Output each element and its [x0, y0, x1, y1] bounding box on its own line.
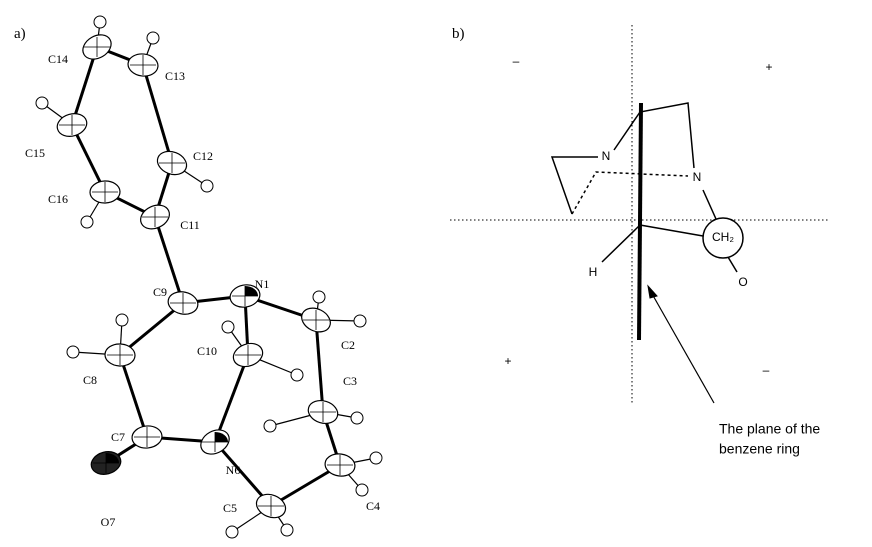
atom-label: C13 — [165, 69, 185, 83]
hydrogen — [226, 526, 238, 538]
hydrogen — [351, 412, 363, 424]
atom-label: CH₂ — [712, 230, 734, 244]
quadrant-sign: – — [513, 54, 520, 68]
hydrogen — [147, 32, 159, 44]
hydrogen — [81, 216, 93, 228]
conformation-diagram — [450, 25, 830, 405]
atom-label: C14 — [48, 52, 68, 66]
bond — [120, 355, 147, 437]
hydrogen — [291, 369, 303, 381]
hydrogen — [354, 315, 366, 327]
hydrogen — [36, 97, 48, 109]
atom-label: N6 — [226, 463, 241, 477]
hydrogen — [264, 420, 276, 432]
hydrogen — [201, 180, 213, 192]
atom-label: C15 — [25, 146, 45, 160]
atom-label: C12 — [193, 149, 213, 163]
atom-label: C10 — [197, 344, 217, 358]
hydrogen — [356, 484, 368, 496]
hydrogen — [67, 346, 79, 358]
atom-label: C4 — [366, 499, 380, 513]
atom-label: O7 — [101, 515, 116, 529]
atom-label: C2 — [341, 338, 355, 352]
quadrant-sign: + — [765, 60, 772, 74]
atom-label: N — [602, 149, 611, 163]
quadrant-sign: – — [763, 363, 770, 377]
hydrogen — [281, 524, 293, 536]
annotation: benzene ring — [719, 441, 800, 457]
atom-label: C3 — [343, 374, 357, 388]
bond — [215, 355, 248, 442]
atom-label: H — [589, 265, 598, 279]
hydrogen — [313, 291, 325, 303]
annotation: The plane of the — [719, 421, 820, 437]
hydrogen — [222, 321, 234, 333]
panel-label: b) — [452, 26, 465, 42]
hydrogen — [116, 314, 128, 326]
bond — [316, 320, 323, 412]
panel-label: a) — [14, 26, 26, 42]
atom-label: N1 — [255, 277, 270, 291]
atom-label: C8 — [83, 373, 97, 387]
atom-label: C11 — [180, 218, 200, 232]
atom-label: O — [738, 275, 747, 289]
atom-label: C16 — [48, 192, 68, 206]
hydrogen — [94, 16, 106, 28]
atom-label: C7 — [111, 430, 125, 444]
atom-label: C5 — [223, 501, 237, 515]
atom-label: N — [693, 170, 702, 184]
figure: a) b) C14 C13 C15 C12 C16 C11 C9 N1 C2 C8 C10 C3 C7 N… — [0, 0, 872, 547]
quadrant-sign: + — [504, 354, 511, 368]
hydrogen — [370, 452, 382, 464]
atom-label: C9 — [153, 285, 167, 299]
